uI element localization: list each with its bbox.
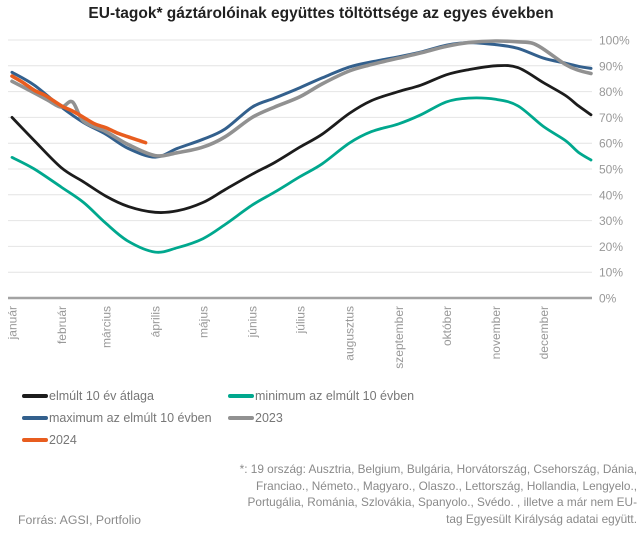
legend-item-average: elmúlt 10 év átlaga — [22, 388, 228, 404]
y-tick-label: 40% — [599, 188, 623, 202]
y-tick-label: 60% — [599, 137, 623, 151]
line-maximum — [10, 41, 593, 159]
legend-swatch — [22, 394, 48, 398]
y-tick-label: 20% — [599, 240, 623, 254]
y-tick-label: 0% — [599, 292, 617, 306]
y-tick-label: 50% — [599, 163, 623, 177]
line-y2023 — [10, 39, 593, 158]
y-tick-label: 10% — [599, 266, 623, 280]
y-tick-label: 80% — [599, 85, 623, 99]
legend-item-maximum: maximum az elmúlt 10 évben — [22, 410, 228, 426]
line-y2024 — [10, 74, 148, 145]
legend-item-y2023: 2023 — [228, 410, 414, 426]
x-tick-label: október — [440, 306, 454, 346]
footnote: *: 19 ország: Ausztria, Belgium, Bulgári… — [239, 462, 637, 526]
y-tick-label: 100% — [599, 34, 630, 48]
legend-label: 2024 — [49, 433, 77, 447]
chart-title: EU-tagok* gáztárolóinak együttes töltött… — [88, 5, 554, 22]
legend-label: 2023 — [255, 411, 283, 425]
x-tick-label: július — [293, 306, 307, 334]
x-tick-label: szeptember — [392, 306, 406, 369]
x-tick-label: március — [99, 306, 113, 348]
y-tick-label: 30% — [599, 214, 623, 228]
legend-item-minimum: minimum az elmúlt 10 évben — [228, 388, 414, 404]
legend-swatch — [228, 394, 254, 398]
legend-label: elmúlt 10 év átlaga — [49, 389, 154, 403]
x-tick-label: április — [149, 306, 163, 337]
legend-item-y2024: 2024 — [22, 432, 228, 448]
y-tick-label: 90% — [599, 59, 623, 73]
legend-label: minimum az elmúlt 10 évben — [255, 389, 415, 403]
x-tick-label: május — [196, 306, 210, 338]
x-tick-label: december — [537, 306, 551, 359]
x-tick-label: augusztus — [343, 306, 357, 361]
line-average — [10, 64, 593, 214]
x-tick-label: november — [489, 306, 503, 359]
y-tick-label: 70% — [599, 111, 623, 125]
legend-swatch — [22, 416, 48, 420]
legend: elmúlt 10 év átlaga minimum az elmúlt 10 … — [22, 388, 414, 448]
x-tick-label: január — [6, 306, 20, 340]
source-label: Forrás: AGSI, Portfolio — [18, 513, 142, 527]
legend-swatch — [228, 416, 254, 420]
legend-swatch — [22, 438, 48, 442]
x-tick-label: február — [55, 306, 69, 344]
x-tick-label: június — [246, 306, 260, 338]
line-minimum — [10, 96, 593, 254]
legend-label: maximum az elmúlt 10 évben — [49, 411, 212, 425]
chart-plot: 0% 10% 20% 30% 40% 50% 60% 70% 80% 90% 100% január f… — [6, 34, 631, 369]
